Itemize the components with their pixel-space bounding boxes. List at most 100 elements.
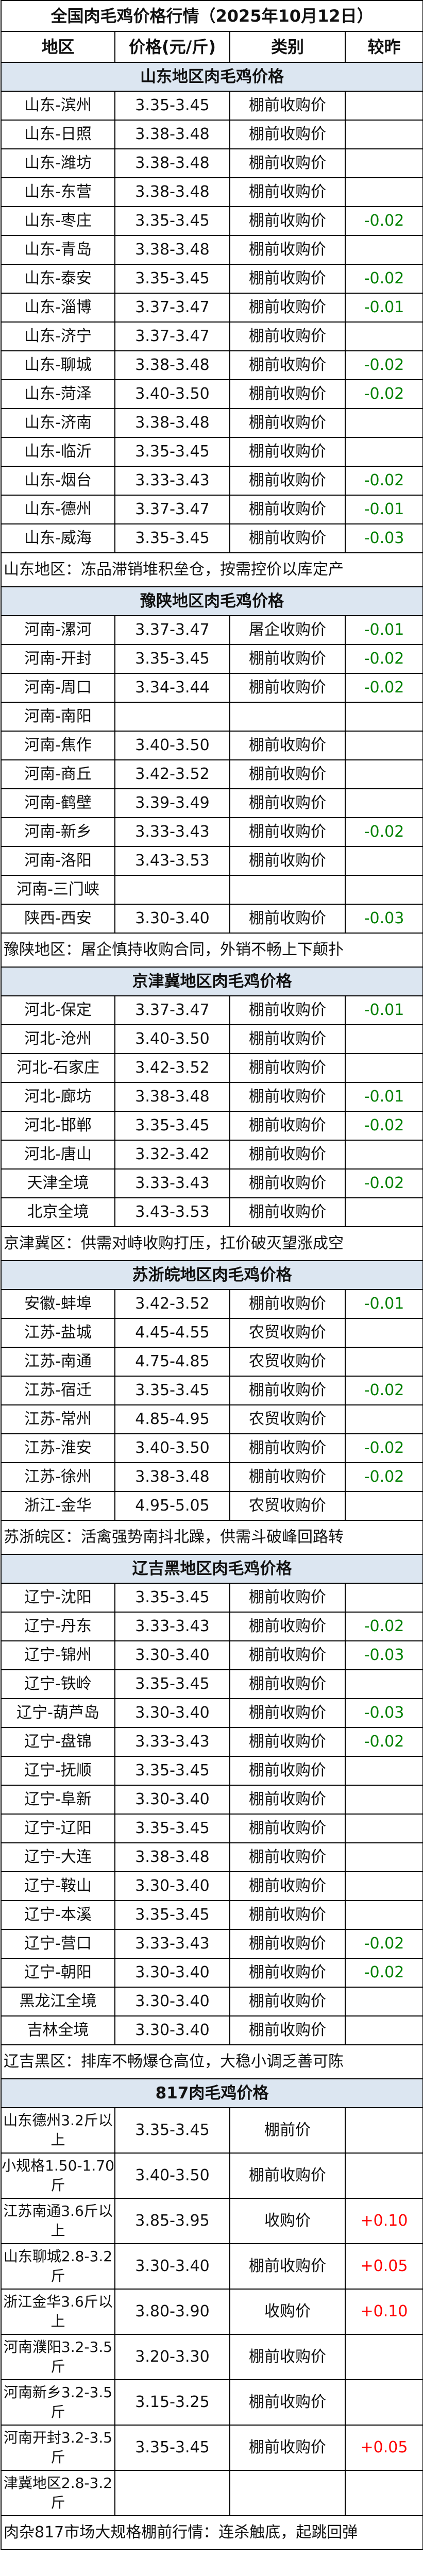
category-cell: 棚前收购价 bbox=[229, 293, 346, 323]
price-cell: 3.42-3.52 bbox=[114, 1289, 230, 1319]
category-cell: 棚前收购价 bbox=[229, 1669, 346, 1699]
price-cell: 3.35-3.45 bbox=[114, 1669, 230, 1699]
market-comment: 肉杂817市场大规格棚前行情：连杀触底，起跳回弹 bbox=[0, 2515, 423, 2550]
category-cell: 棚前收购价 bbox=[229, 1987, 346, 2016]
table-row: 山东-威海 3.35-3.45 棚前收购价 -0.03 bbox=[1, 523, 423, 553]
table-row: 河南-开封 3.35-3.45 棚前收购价 -0.02 bbox=[1, 644, 423, 674]
price-cell: 3.35-3.45 bbox=[114, 1583, 230, 1613]
price-cell: 4.95-5.05 bbox=[114, 1491, 230, 1521]
region-cell: 河北-邯郸 bbox=[1, 1111, 115, 1141]
price-cell: 3.37-3.47 bbox=[114, 495, 230, 524]
title-row: 全国肉毛鸡价格行情（2025年10月12日） bbox=[0, 0, 423, 32]
category-cell: 棚前收购价 bbox=[229, 1197, 346, 1227]
region-cell: 江苏-常州 bbox=[1, 1404, 115, 1434]
category-cell: 棚前收购价 bbox=[229, 321, 346, 351]
change-cell bbox=[344, 1900, 423, 1930]
table-row: 北京全境 3.43-3.53 棚前收购价 bbox=[1, 1197, 423, 1227]
table-row: 河南新乡3.2-3.5斤 3.15-3.25 棚前收购价 bbox=[1, 2379, 423, 2426]
price-cell: 3.15-3.25 bbox=[114, 2379, 230, 2426]
header-price: 价格(元/斤) bbox=[114, 31, 230, 63]
change-cell bbox=[344, 846, 423, 876]
price-cell: 3.35-3.45 bbox=[114, 2107, 230, 2154]
change-cell bbox=[344, 2470, 423, 2516]
change-cell bbox=[344, 1491, 423, 1521]
change-cell: +0.10 bbox=[344, 2289, 423, 2335]
change-cell: -0.02 bbox=[344, 1376, 423, 1405]
price-cell: 3.35-3.45 bbox=[114, 264, 230, 294]
table-row: 辽宁-铁岭 3.35-3.45 棚前收购价 bbox=[1, 1669, 423, 1699]
change-cell: +0.10 bbox=[344, 2198, 423, 2244]
table-row: 山东-青岛 3.38-3.48 棚前收购价 bbox=[1, 235, 423, 265]
change-cell bbox=[344, 148, 423, 178]
table-row: 河南-洛阳 3.43-3.53 棚前收购价 bbox=[1, 846, 423, 876]
region-cell: 山东-临沂 bbox=[1, 437, 115, 467]
table-row: 江苏-盐城 4.45-4.55 农贸收购价 bbox=[1, 1318, 423, 1348]
region-cell: 山东-淄博 bbox=[1, 293, 115, 323]
category-cell: 棚前收购价 bbox=[229, 120, 346, 149]
change-cell bbox=[344, 788, 423, 818]
section-title: 辽吉黑地区肉毛鸡价格 bbox=[0, 1554, 423, 1584]
table-row: 河南-南阳 bbox=[1, 702, 423, 732]
region-cell: 吉林全境 bbox=[1, 2015, 115, 2045]
table-row: 山东-潍坊 3.38-3.48 棚前收购价 bbox=[1, 148, 423, 178]
region-cell: 山东-东营 bbox=[1, 177, 115, 207]
table-row: 河北-石家庄 3.42-3.52 棚前收购价 bbox=[1, 1053, 423, 1083]
price-cell bbox=[114, 875, 230, 905]
header-row: 地区 价格(元/斤) 类别 较昨 bbox=[1, 31, 423, 63]
region-cell: 河南-开封 bbox=[1, 644, 115, 674]
price-cell: 3.38-3.48 bbox=[114, 235, 230, 265]
region-cell: 河南-洛阳 bbox=[1, 846, 115, 876]
table-row: 山东-日照 3.38-3.48 棚前收购价 bbox=[1, 120, 423, 149]
category-cell: 棚前收购价 bbox=[229, 1140, 346, 1170]
table-row: 辽宁-葫芦岛 3.30-3.40 棚前收购价 -0.03 bbox=[1, 1698, 423, 1728]
category-cell: 棚前收购价 bbox=[229, 408, 346, 438]
category-cell: 农贸收购价 bbox=[229, 1318, 346, 1348]
table-row: 山东-济南 3.38-3.48 棚前收购价 bbox=[1, 408, 423, 438]
price-cell: 3.30-3.40 bbox=[114, 1958, 230, 1988]
region-cell: 河南-商丘 bbox=[1, 759, 115, 789]
region-cell: 河南新乡3.2-3.5斤 bbox=[1, 2379, 115, 2426]
region-cell: 河南开封3.2-3.5斤 bbox=[1, 2425, 115, 2471]
price-cell: 3.38-3.48 bbox=[114, 120, 230, 149]
category-cell: 棚前收购价 bbox=[229, 1612, 346, 1641]
change-cell bbox=[344, 177, 423, 207]
table-row: 江苏-宿迁 3.35-3.45 棚前收购价 -0.02 bbox=[1, 1376, 423, 1405]
change-cell: -0.02 bbox=[344, 264, 423, 294]
category-cell: 棚前收购价 bbox=[229, 1640, 346, 1670]
category-cell: 棚前收购价 bbox=[229, 437, 346, 467]
table-row: 河南-周口 3.34-3.44 棚前收购价 -0.02 bbox=[1, 673, 423, 703]
change-cell: -0.02 bbox=[344, 644, 423, 674]
region-cell: 辽宁-丹东 bbox=[1, 1612, 115, 1641]
price-cell: 3.30-3.40 bbox=[114, 1698, 230, 1728]
change-cell bbox=[344, 1404, 423, 1434]
category-cell: 棚前收购价 bbox=[229, 1289, 346, 1319]
market-comment: 苏浙皖区：活禽强势南抖北躁，供需斗破峰回路转 bbox=[0, 1520, 423, 1555]
change-cell bbox=[344, 1785, 423, 1815]
price-cell: 3.80-3.90 bbox=[114, 2289, 230, 2335]
region-cell: 辽宁-铁岭 bbox=[1, 1669, 115, 1699]
change-cell: -0.01 bbox=[344, 495, 423, 524]
table-row: 辽宁-辽阳 3.35-3.45 棚前收购价 bbox=[1, 1814, 423, 1843]
price-cell bbox=[114, 702, 230, 732]
price-cell: 3.35-3.45 bbox=[114, 523, 230, 553]
change-cell: -0.02 bbox=[344, 817, 423, 847]
region-cell: 山东聊城2.8-3.2斤 bbox=[1, 2243, 115, 2290]
market-comment-row: 肉杂817市场大规格棚前行情：连杀触底，起跳回弹 bbox=[0, 2515, 423, 2550]
header-region: 地区 bbox=[1, 31, 115, 63]
change-cell bbox=[344, 1197, 423, 1227]
table-row: 山东-淄博 3.37-3.47 棚前收购价 -0.01 bbox=[1, 293, 423, 323]
change-cell bbox=[344, 2334, 423, 2380]
table-row: 河南-漯河 3.37-3.47 屠企收购价 -0.01 bbox=[1, 615, 423, 645]
region-cell: 辽宁-营口 bbox=[1, 1929, 115, 1959]
price-cell: 3.35-3.45 bbox=[114, 437, 230, 467]
change-cell bbox=[344, 91, 423, 121]
change-cell bbox=[344, 2153, 423, 2199]
category-cell: 棚前收购价 bbox=[229, 673, 346, 703]
region-cell: 山东-威海 bbox=[1, 523, 115, 553]
table-row: 山东-菏泽 3.40-3.50 棚前收购价 -0.02 bbox=[1, 379, 423, 409]
price-cell: 3.30-3.40 bbox=[114, 1785, 230, 1815]
price-cell: 3.20-3.30 bbox=[114, 2334, 230, 2380]
category-cell: 棚前收购价 bbox=[229, 817, 346, 847]
region-cell: 江苏-淮安 bbox=[1, 1433, 115, 1463]
price-cell: 3.38-3.48 bbox=[114, 350, 230, 380]
